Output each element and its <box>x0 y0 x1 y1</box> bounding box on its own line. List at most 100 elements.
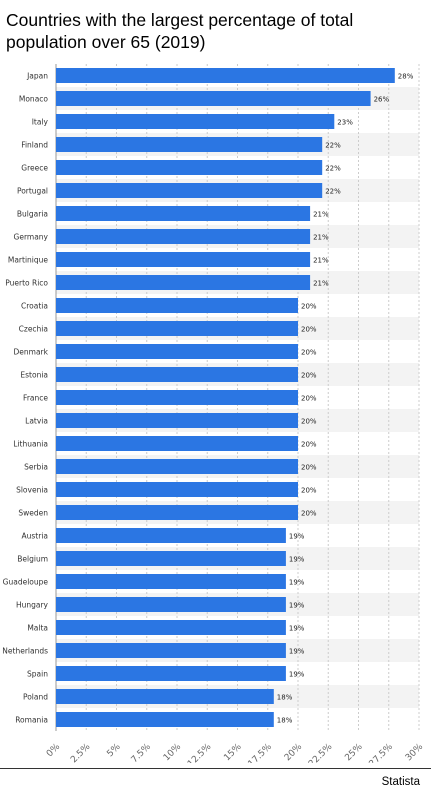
value-label: 19% <box>289 579 305 587</box>
category-label: Croatia <box>21 302 48 311</box>
bar <box>56 712 274 727</box>
value-label: 26% <box>374 96 390 104</box>
category-label: Finland <box>21 141 48 150</box>
bar <box>56 321 298 336</box>
category-label: Lithuania <box>13 440 48 449</box>
category-label: Hungary <box>16 601 49 610</box>
x-tick-label: 22.5% <box>307 742 335 763</box>
x-tick-label: 30% <box>404 742 426 763</box>
bar <box>56 459 298 474</box>
value-label: 19% <box>289 556 305 564</box>
category-label: Martinique <box>8 256 49 265</box>
footer-divider <box>0 768 431 769</box>
value-label: 20% <box>301 395 317 403</box>
value-label: 20% <box>301 487 317 495</box>
value-label: 19% <box>289 602 305 610</box>
category-label: Japan <box>26 72 48 81</box>
x-tick-label: 7.5% <box>130 742 154 763</box>
bar <box>56 206 311 221</box>
category-label: Austria <box>22 532 49 541</box>
x-tick-label: 17.5% <box>247 742 275 763</box>
bar <box>56 505 298 520</box>
category-label: Sweden <box>18 509 48 518</box>
x-tick-label: 25% <box>343 742 365 763</box>
bar <box>56 183 323 198</box>
value-label: 19% <box>289 533 305 541</box>
x-tick-label: 15% <box>222 742 244 763</box>
bar <box>56 298 298 313</box>
value-label: 20% <box>301 418 317 426</box>
bar <box>56 689 274 704</box>
category-label: Estonia <box>20 371 48 380</box>
bars <box>56 68 395 727</box>
bar <box>56 436 298 451</box>
bar <box>56 91 371 106</box>
value-label: 22% <box>325 165 341 173</box>
category-label: Greece <box>21 164 48 173</box>
bar <box>56 275 311 290</box>
source-label: Statista <box>381 776 420 788</box>
category-label: Netherlands <box>2 647 48 656</box>
bar <box>56 620 286 635</box>
value-label: 18% <box>277 717 293 725</box>
value-label: 20% <box>301 303 317 311</box>
bar-chart: Japan Monaco Italy Finland Greece Portugal Bul… <box>2 64 425 763</box>
bar <box>56 137 323 152</box>
category-label: Latvia <box>25 417 48 426</box>
bar <box>56 413 298 428</box>
bar <box>56 68 395 83</box>
bar <box>56 551 286 566</box>
x-tick-label: 27.5% <box>368 742 396 763</box>
bar <box>56 160 323 175</box>
bar <box>56 666 286 681</box>
category-label: Puerto Rico <box>5 279 48 288</box>
category-label: Italy <box>32 118 49 127</box>
category-label: Guadeloupe <box>3 578 49 587</box>
x-axis-ticks: 0% 2.5% 5% 7.5% 10% 12.5% 15% 17.5% 20% 22.5% 25% 2… <box>45 742 425 763</box>
value-label: 23% <box>337 119 353 127</box>
x-tick-label: 20% <box>283 742 305 763</box>
value-label: 19% <box>289 671 305 679</box>
category-label: France <box>23 394 48 403</box>
bar <box>56 114 335 129</box>
value-label: 22% <box>325 142 341 150</box>
value-label: 28% <box>398 73 414 81</box>
category-label: Germany <box>14 233 49 242</box>
bar <box>56 528 286 543</box>
bar <box>56 574 286 589</box>
value-label: 20% <box>301 510 317 518</box>
category-label: Belgium <box>17 555 48 564</box>
category-label: Bulgaria <box>17 210 48 219</box>
value-label: 21% <box>313 280 329 288</box>
category-label: Slovenia <box>16 486 48 495</box>
category-label: Malta <box>27 624 48 633</box>
category-labels: Japan Monaco Italy Finland Greece Portugal Bul… <box>2 72 48 725</box>
bar <box>56 643 286 658</box>
value-labels: 28% 26% 23% 22% 22% 22% 21% 21% 21% 21% 20% 20% 20% 2… <box>277 73 414 725</box>
bar <box>56 482 298 497</box>
bar <box>56 344 298 359</box>
value-label: 20% <box>301 372 317 380</box>
value-label: 18% <box>277 694 293 702</box>
bar <box>56 390 298 405</box>
x-tick-label: 0% <box>45 742 62 759</box>
value-label: 20% <box>301 349 317 357</box>
value-label: 22% <box>325 188 341 196</box>
category-label: Spain <box>27 670 48 679</box>
value-label: 21% <box>313 234 329 242</box>
bar <box>56 597 286 612</box>
value-label: 20% <box>301 326 317 334</box>
value-label: 21% <box>313 257 329 265</box>
category-label: Romania <box>15 716 48 725</box>
category-label: Portugal <box>17 187 48 196</box>
value-label: 19% <box>289 625 305 633</box>
value-label: 21% <box>313 211 329 219</box>
value-label: 20% <box>301 464 317 472</box>
value-label: 20% <box>301 441 317 449</box>
x-tick-label: 5% <box>105 742 122 759</box>
category-label: Czechia <box>19 325 48 334</box>
x-tick-label: 10% <box>162 742 184 763</box>
bar <box>56 229 311 244</box>
category-label: Serbia <box>24 463 48 472</box>
bar <box>56 252 311 267</box>
